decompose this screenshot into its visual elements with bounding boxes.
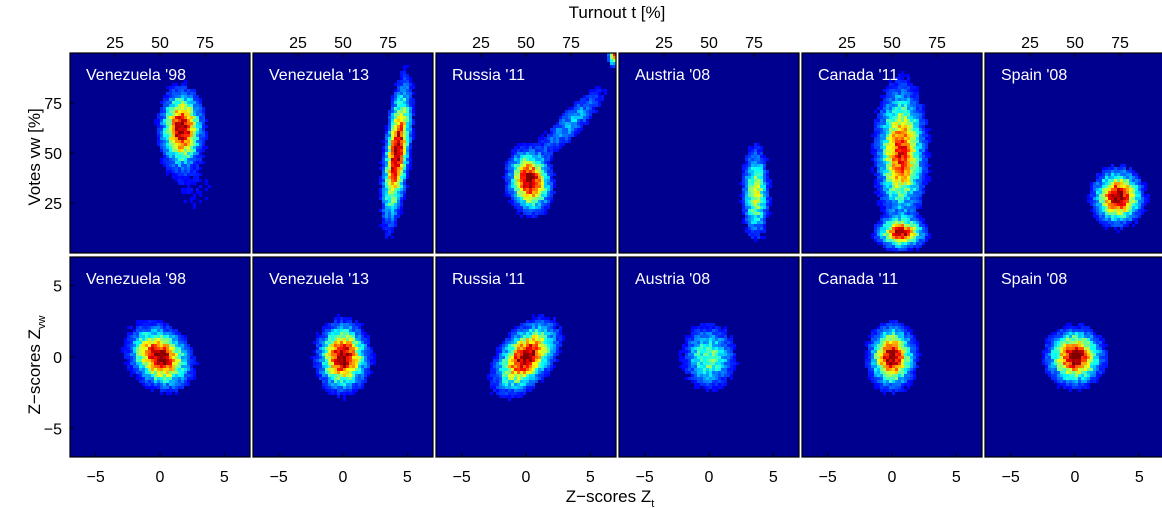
panel-top-5: Canada '11 25 50 75 <box>801 35 983 254</box>
panel-bottom-6: Spain '08 −5 0 5 <box>984 256 1162 486</box>
heatmap-cells <box>487 314 565 401</box>
panel-top-3: Russia '11 25 50 75 <box>435 35 617 254</box>
heatmap-cells <box>154 80 211 209</box>
x-tick-label: 75 <box>379 35 397 52</box>
x-tick-label: 0 <box>1071 469 1080 486</box>
panel-bottom-3: Russia '11 −5 0 5 <box>435 256 617 486</box>
panel-top-4: Austria '08 25 50 75 <box>618 35 800 254</box>
x-tick-label: 50 <box>700 35 718 52</box>
bottom-x-axis-title: Z−scores Zt <box>566 487 655 508</box>
x-tick-label: 25 <box>1021 35 1039 52</box>
x-tick-label: 75 <box>745 35 763 52</box>
x-tick-label: −5 <box>270 469 288 486</box>
panel-title: Spain '08 <box>1001 67 1067 84</box>
panel-title: Venezuela '98 <box>86 271 186 288</box>
x-tick-label: −5 <box>87 469 105 486</box>
panel-title: Austria '08 <box>635 67 710 84</box>
top-y-axis-title: Votes vw [%] <box>25 108 44 205</box>
x-tick-label: 25 <box>655 35 673 52</box>
x-tick-label: −5 <box>819 469 837 486</box>
x-tick-label: 25 <box>289 35 307 52</box>
x-tick-label: 0 <box>339 469 348 486</box>
heatmap-cells <box>379 65 415 239</box>
heatmap-cells <box>502 53 616 218</box>
y-tick-label: −5 <box>44 421 62 438</box>
x-tick-label: 75 <box>1111 35 1129 52</box>
x-tick-label: 0 <box>522 469 531 486</box>
x-tick-label: 5 <box>586 469 595 486</box>
panel-title: Canada '11 <box>818 271 898 288</box>
bottom-y-axis-title: Z−scores Zvw <box>25 315 48 414</box>
x-tick-label: 0 <box>888 469 897 486</box>
x-tick-label: 25 <box>106 35 124 52</box>
x-tick-label: −5 <box>636 469 654 486</box>
panel-title: Canada '11 <box>818 67 898 84</box>
bottom-y-axis-title-sub: vw <box>36 315 48 329</box>
y-tick-label: 5 <box>53 279 62 296</box>
panel-top-2: Venezuela '13 25 50 75 <box>252 35 434 254</box>
x-tick-label: 50 <box>334 35 352 52</box>
x-tick-label: 25 <box>472 35 490 52</box>
x-tick-label: 5 <box>403 469 412 486</box>
panel-background <box>619 53 799 253</box>
bottom-y-axis-title-main: Z−scores Z <box>25 329 44 415</box>
panel-title: Austria '08 <box>635 271 710 288</box>
x-tick-label: 75 <box>928 35 946 52</box>
heatmap-cells <box>310 314 376 401</box>
x-tick-label: 75 <box>196 35 214 52</box>
x-tick-label: 25 <box>838 35 856 52</box>
panel-title: Venezuela '13 <box>269 271 369 288</box>
x-tick-label: 5 <box>1135 469 1144 486</box>
x-tick-label: 0 <box>156 469 165 486</box>
panel-title: Venezuela '98 <box>86 67 186 84</box>
x-tick-label: 5 <box>220 469 229 486</box>
heatmap-cells <box>1087 164 1150 233</box>
y-tick-label: 0 <box>53 350 62 367</box>
x-tick-label: 75 <box>562 35 580 52</box>
panel-title: Spain '08 <box>1001 271 1067 288</box>
heatmap-cells <box>865 320 922 395</box>
heatmap-cells <box>121 320 199 395</box>
heatmap-cells <box>1042 323 1108 392</box>
heatmap-cells <box>679 323 739 392</box>
bottom-x-axis-title-main: Z−scores Z <box>566 487 652 506</box>
panel-bottom-2: Venezuela '13 −5 0 5 <box>252 256 434 486</box>
x-tick-label: 50 <box>883 35 901 52</box>
x-tick-label: 50 <box>517 35 535 52</box>
y-tick-label: 75 <box>44 96 62 113</box>
top-axis-title: Turnout t [%] <box>569 3 666 22</box>
x-tick-label: −5 <box>453 469 471 486</box>
y-tick-label: 25 <box>44 196 62 213</box>
heatmap-cells <box>739 143 772 242</box>
x-tick-label: 5 <box>769 469 778 486</box>
panel-top-6: Spain '08 25 50 75 <box>984 35 1162 254</box>
bottom-x-axis-title-sub: t <box>651 498 654 508</box>
panel-title: Russia '11 <box>452 67 525 84</box>
x-tick-label: 50 <box>151 35 169 52</box>
y-tick-label: 50 <box>44 146 62 163</box>
panel-background <box>70 53 250 253</box>
heatmap-cells <box>871 71 931 253</box>
panel-title: Russia '11 <box>452 271 525 288</box>
panel-top-1: Venezuela '98 25 50 75 25 50 75 <box>44 35 251 254</box>
x-tick-label: 50 <box>1066 35 1084 52</box>
x-tick-label: −5 <box>1002 469 1020 486</box>
x-tick-label: 0 <box>705 469 714 486</box>
panel-bottom-4: Austria '08 −5 0 5 <box>618 256 800 486</box>
panel-title: Venezuela '13 <box>269 67 369 84</box>
x-tick-label: 5 <box>952 469 961 486</box>
panel-bottom-5: Canada '11 −5 0 5 <box>801 256 983 486</box>
panel-bottom-1: Venezuela '98 −5 0 5 −5 0 5 <box>44 256 251 486</box>
